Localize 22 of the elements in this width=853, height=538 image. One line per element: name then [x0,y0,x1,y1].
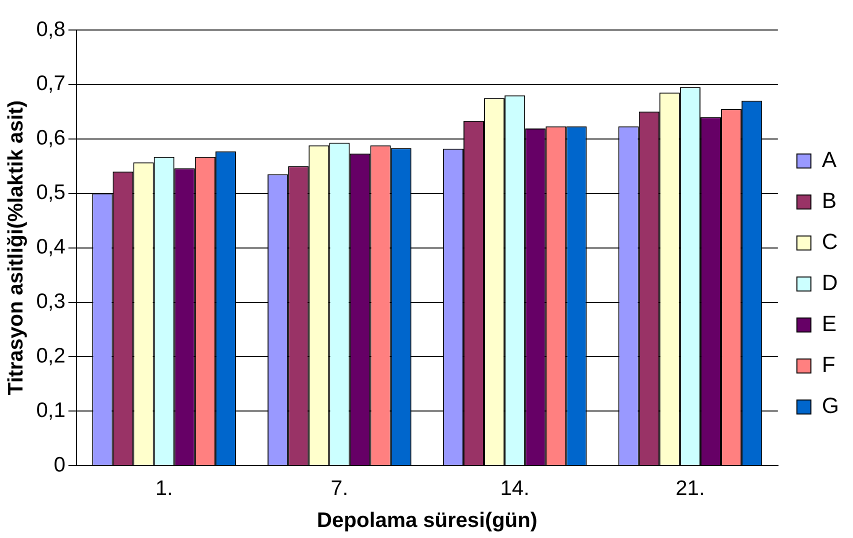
legend-label: E [822,311,837,336]
y-tick-label: 0,2 [36,344,66,368]
legend-label: B [822,188,837,214]
legend-label: F [822,352,836,378]
legend-label: D [822,270,838,296]
legend-label: A [822,147,837,172]
y-tick-label: 0,5 [36,181,66,204]
y-tick-label: 0,3 [36,290,66,314]
x-axis-title: Depolama süresi(gün) [316,509,538,532]
x-tick-label: 7. [330,476,348,500]
y-tick-label: 0,4 [36,236,66,259]
y-axis-title: Titrasyon asitliği(%laktik asit) [4,100,28,396]
x-tick-label: 21. [676,476,705,500]
y-tick-label: 0,8 [36,18,66,41]
x-tick-label: 14. [500,476,530,500]
y-tick-label: 0,1 [36,398,66,422]
y-tick-label: 0,7 [36,72,66,96]
x-tick-label: 1. [155,476,173,500]
legend-label: G [822,393,840,418]
legend-label: C [822,229,838,254]
y-tick-label: 0,6 [36,126,66,150]
y-tick-label: 0 [54,453,66,476]
